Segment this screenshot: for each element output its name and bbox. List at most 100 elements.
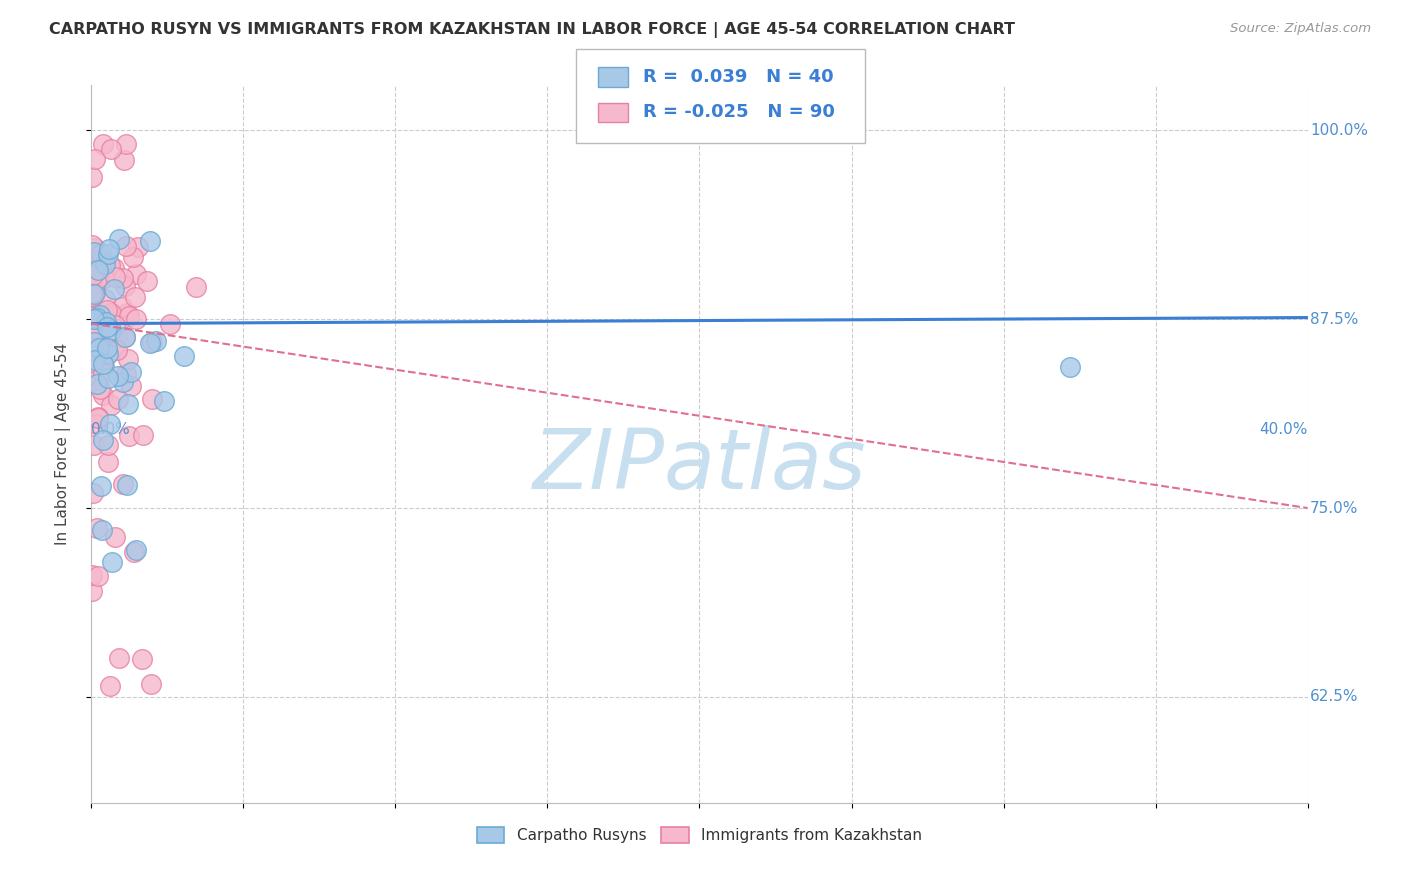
Point <box>104 270 127 285</box>
Point <box>80 330 103 344</box>
Point <box>83 338 105 352</box>
Point <box>87 411 110 425</box>
Point <box>84 315 107 329</box>
Point <box>90 246 112 260</box>
Point <box>100 323 122 337</box>
Point <box>94 257 117 271</box>
Point <box>122 545 145 559</box>
Point <box>97 370 120 384</box>
Point <box>87 409 110 424</box>
Point <box>82 310 104 324</box>
Point <box>108 650 131 665</box>
Text: R = -0.025   N = 90: R = -0.025 N = 90 <box>643 103 834 121</box>
Point <box>101 555 124 569</box>
Point <box>87 270 110 285</box>
Point <box>1059 360 1081 375</box>
Point <box>115 478 138 492</box>
Point <box>82 268 104 282</box>
Point <box>96 303 118 318</box>
Point <box>131 651 153 665</box>
Point <box>112 153 135 167</box>
Point <box>121 250 143 264</box>
Point <box>115 239 138 253</box>
Text: Source: ZipAtlas.com: Source: ZipAtlas.com <box>1230 22 1371 36</box>
Point <box>104 530 127 544</box>
Point <box>100 679 122 693</box>
Text: CARPATHO RUSYN VS IMMIGRANTS FROM KAZAKHSTAN IN LABOR FORCE | AGE 45-54 CORRELAT: CARPATHO RUSYN VS IMMIGRANTS FROM KAZAKH… <box>49 22 1015 38</box>
Point <box>184 280 207 294</box>
Text: 0.0%: 0.0% <box>91 422 131 437</box>
Point <box>83 438 105 452</box>
Point <box>115 306 138 320</box>
Point <box>84 285 107 299</box>
Point <box>96 320 118 334</box>
Point <box>93 293 115 307</box>
Point <box>80 286 103 301</box>
Point <box>86 373 108 387</box>
Point <box>159 318 181 332</box>
Point <box>89 382 111 396</box>
Point <box>141 335 163 350</box>
Point <box>111 300 134 314</box>
Point <box>82 343 104 357</box>
Point <box>90 479 112 493</box>
Point <box>83 245 105 260</box>
Point <box>132 428 155 442</box>
Point <box>100 398 122 412</box>
Point <box>97 438 120 452</box>
Point <box>120 379 142 393</box>
Point <box>173 349 195 363</box>
Point <box>83 241 105 255</box>
Text: 40.0%: 40.0% <box>1260 422 1308 437</box>
Point <box>115 136 138 151</box>
Point <box>84 152 107 166</box>
Text: 100.0%: 100.0% <box>1310 122 1368 137</box>
Point <box>145 334 167 348</box>
Point <box>97 346 120 360</box>
Point <box>84 257 107 271</box>
Point <box>107 369 129 384</box>
Point <box>124 542 146 557</box>
Text: 62.5%: 62.5% <box>1310 690 1358 705</box>
Point <box>87 262 110 277</box>
Point <box>103 281 125 295</box>
Point <box>118 428 141 442</box>
Point <box>114 278 136 293</box>
Point <box>87 569 110 583</box>
Point <box>90 262 112 277</box>
Point <box>97 347 120 361</box>
Point <box>139 235 162 249</box>
Point <box>114 329 136 343</box>
Point <box>93 270 115 285</box>
Point <box>125 267 148 281</box>
Point <box>107 392 129 406</box>
Point <box>91 388 114 402</box>
Point <box>82 169 104 184</box>
Point <box>98 258 121 272</box>
Y-axis label: In Labor Force | Age 45-54: In Labor Force | Age 45-54 <box>55 343 70 545</box>
Point <box>82 279 104 293</box>
Point <box>83 287 105 301</box>
Point <box>83 329 105 343</box>
Point <box>141 392 163 406</box>
Point <box>83 352 105 367</box>
Point <box>84 417 107 431</box>
Point <box>98 417 121 431</box>
Point <box>90 246 112 260</box>
Point <box>125 311 148 326</box>
Point <box>111 271 134 285</box>
Point <box>96 341 118 355</box>
Point <box>86 341 108 355</box>
Point <box>104 318 127 333</box>
Point <box>153 393 176 408</box>
Point <box>83 311 105 326</box>
Point <box>86 376 108 391</box>
Point <box>111 375 134 389</box>
Point <box>117 351 139 366</box>
Point <box>80 567 103 582</box>
Point <box>91 357 114 371</box>
Point <box>124 290 146 304</box>
Point <box>86 521 108 535</box>
Point <box>97 454 120 468</box>
Point <box>82 289 104 303</box>
